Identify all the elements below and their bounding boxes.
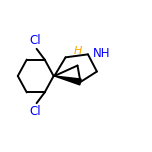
Text: Cl: Cl	[29, 105, 41, 118]
Text: Cl: Cl	[29, 34, 41, 47]
Text: H: H	[74, 46, 82, 56]
Text: NH: NH	[93, 47, 111, 60]
Polygon shape	[54, 76, 81, 85]
